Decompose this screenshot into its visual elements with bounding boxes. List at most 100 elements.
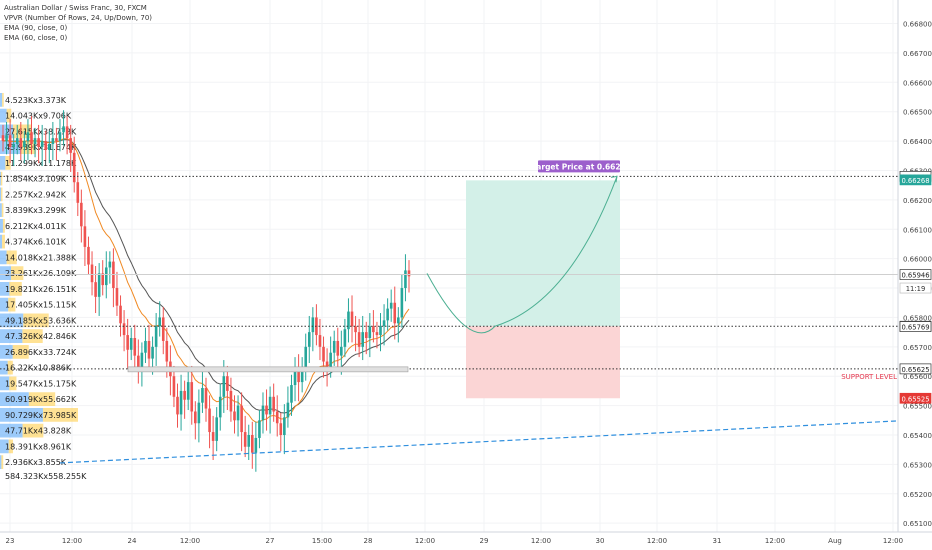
time-tick-label: 12:00 <box>765 537 785 545</box>
vpvr-row-label: 19.547Kx15.175K <box>5 379 77 388</box>
candle-body <box>80 202 83 227</box>
indicator-vpvr[interactable]: VPVR (Number Of Rows, 24, Up/Down, 70) <box>4 14 153 22</box>
vpvr-down-bar <box>5 156 11 170</box>
candle-body <box>147 340 151 359</box>
candle-body <box>336 340 340 356</box>
vpvr-up-bar <box>0 93 3 107</box>
candle-body <box>283 417 286 436</box>
candle-body <box>379 326 382 336</box>
vpvr-up-bar <box>0 171 1 186</box>
vpvr-row-label: 19.821Kx26.151K <box>5 285 77 294</box>
candle-body <box>275 411 279 424</box>
vpvr-row-label: 43.939Kx31.674K <box>5 143 77 152</box>
vpvr-down-bar <box>8 439 13 454</box>
price-tick-label: 0.65300 <box>903 461 932 469</box>
price-badge <box>899 392 932 404</box>
price-tick-label: 0.66100 <box>903 226 932 234</box>
vpvr-up-bar <box>0 108 7 123</box>
candle-body <box>140 352 144 368</box>
indicator-ema90[interactable]: EMA (90, close, 0) <box>4 24 68 32</box>
time-tick-label: Aug <box>828 537 842 545</box>
vpvr-down-bar <box>22 329 43 343</box>
candle-body <box>158 317 162 327</box>
candle-body <box>190 382 194 412</box>
candle-body <box>101 273 105 286</box>
vpvr-row-label: 1.854Kx3.109K <box>5 175 67 184</box>
vpvr-up-bar <box>0 203 2 217</box>
vpvr-row-label: 17.405Kx15.115K <box>5 301 77 310</box>
candle-body <box>194 411 197 424</box>
candle-body <box>8 135 12 147</box>
candle-body <box>133 338 137 356</box>
candle-body <box>279 423 283 436</box>
vpvr-row-label: 90.729Kx73.985K <box>5 411 77 420</box>
price-badge-label: 0.66268 <box>901 177 929 185</box>
vpvr-down-bar <box>1 455 4 469</box>
indicator-ema60[interactable]: EMA (60, close, 0) <box>4 34 68 42</box>
price-badge-label: 0.65946 <box>901 272 929 280</box>
vpvr-row-label: 18.391Kx8.961K <box>5 442 72 451</box>
price-badge-label: 11:19 <box>906 285 926 293</box>
price-tick-label: 0.65100 <box>903 520 932 528</box>
target-price-badge <box>538 160 620 173</box>
candle-body <box>137 355 140 368</box>
vpvr-up-bar <box>0 376 10 391</box>
candle-body <box>65 126 69 139</box>
vpvr-down-bar <box>9 282 22 296</box>
vpvr-down-bar <box>1 187 3 202</box>
price-badge <box>899 363 932 375</box>
candle-body <box>208 408 211 433</box>
candle-body <box>165 340 169 362</box>
price-tick-label: 0.66700 <box>903 50 932 58</box>
price-badge <box>899 174 932 186</box>
candle-body <box>211 432 215 441</box>
candle-body <box>33 138 37 145</box>
vpvr-down-bar <box>8 297 16 312</box>
candle-body <box>236 405 240 421</box>
candle-body <box>97 273 101 297</box>
candle-body <box>407 270 411 277</box>
vpvr-down-bar <box>11 266 24 280</box>
price-tick-label: 0.66800 <box>903 21 932 29</box>
candle-body <box>304 346 308 368</box>
candle-body <box>354 326 357 333</box>
candle-body <box>243 432 247 447</box>
candle-body <box>62 126 65 133</box>
vpvr-row-label: 16.22Kx10.886K <box>5 364 72 373</box>
vpvr-up-bar <box>0 360 8 375</box>
candle-body <box>332 340 336 353</box>
candle-body <box>372 326 375 333</box>
candle-body <box>201 387 204 403</box>
time-tick-label: 27 <box>266 537 275 545</box>
vpvr-up-bar <box>0 455 2 469</box>
vpvr-up-bar <box>0 234 3 249</box>
price-tick-label: 0.66000 <box>903 256 932 264</box>
candle-body <box>172 376 176 397</box>
price-tick-label: 0.65200 <box>903 491 932 499</box>
vpvr-up-bar <box>0 345 13 359</box>
candle-body <box>226 376 229 391</box>
candle-body <box>26 132 30 142</box>
price-tick-label: 0.65500 <box>903 403 932 411</box>
candle-body <box>300 367 304 383</box>
vpvr-row-label: 47.326Kx42.846K <box>5 332 77 341</box>
candle-body <box>240 405 243 433</box>
chart-legend: Australian Dollar / Swiss Franc, 30, FXC… <box>4 3 152 43</box>
vpvr-row-label: 6.212Kx4.011K <box>5 222 67 231</box>
vpvr-up-bar <box>0 187 2 202</box>
candle-body <box>254 437 258 453</box>
time-tick-label: 30 <box>596 537 605 545</box>
candle-body <box>40 141 44 147</box>
price-tick-label: 0.65800 <box>903 314 932 322</box>
time-tick-label: 12:00 <box>415 537 435 545</box>
candle-body <box>90 264 94 283</box>
vpvr-up-bar <box>0 313 24 328</box>
candle-body <box>151 346 154 359</box>
candle-body <box>19 138 23 147</box>
candle-body <box>94 282 97 297</box>
vpvr-down-bar <box>1 203 4 217</box>
vpvr-up-bar <box>0 329 23 343</box>
time-tick-label: 12:00 <box>647 537 667 545</box>
target-price-label: Target Price at 0.6628 <box>532 162 626 171</box>
